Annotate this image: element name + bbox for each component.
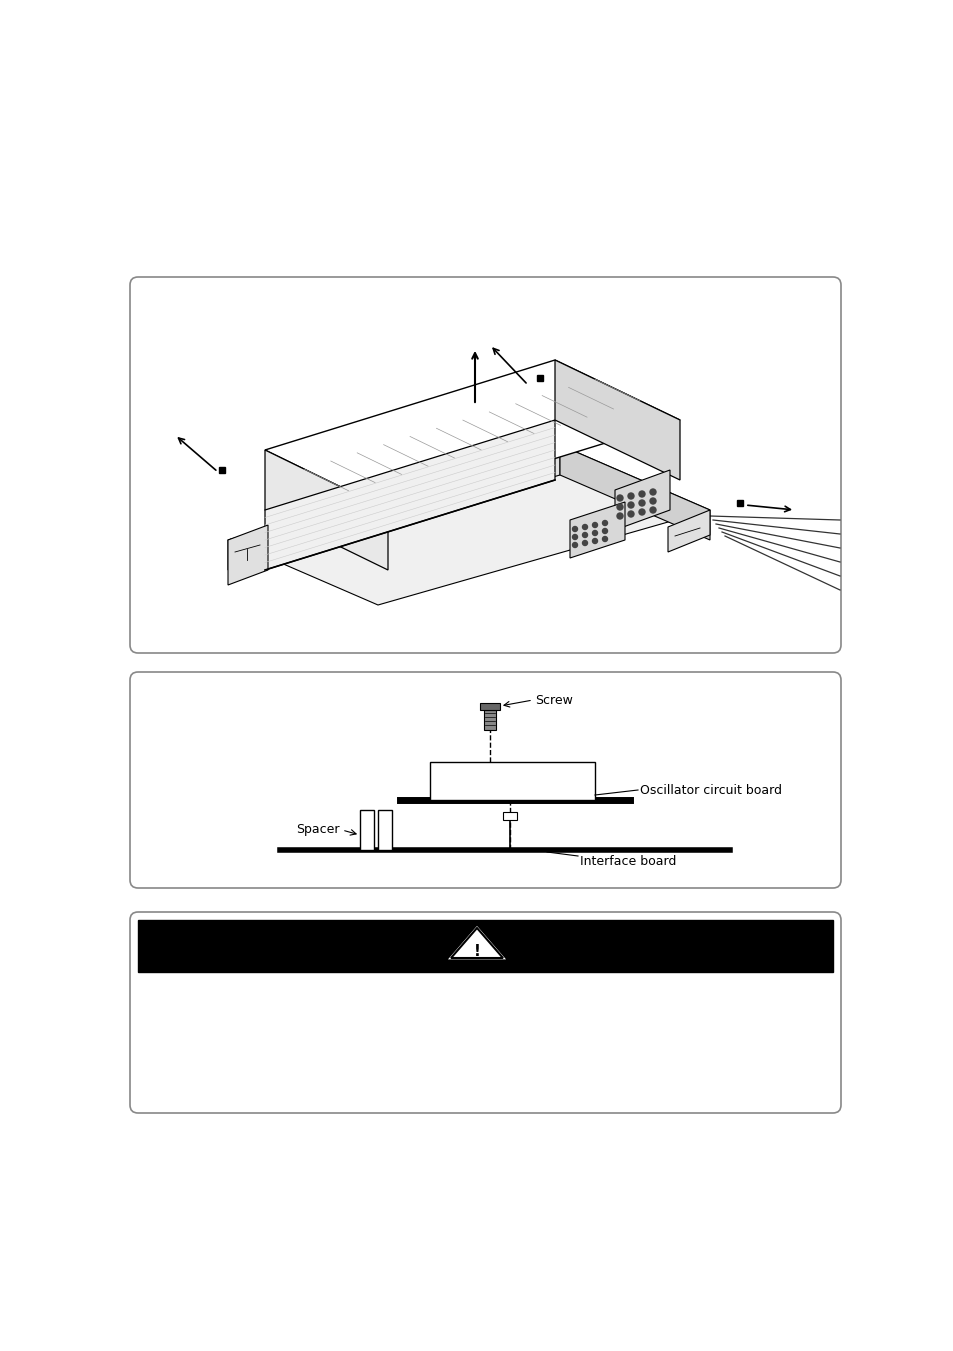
- Circle shape: [602, 536, 607, 542]
- Polygon shape: [228, 526, 268, 585]
- Polygon shape: [667, 509, 709, 553]
- Circle shape: [582, 532, 587, 538]
- FancyBboxPatch shape: [130, 277, 841, 653]
- Circle shape: [649, 489, 656, 494]
- Circle shape: [649, 507, 656, 513]
- Circle shape: [639, 509, 644, 515]
- Circle shape: [617, 494, 622, 501]
- FancyBboxPatch shape: [130, 671, 841, 888]
- Text: Oscillator circuit board: Oscillator circuit board: [639, 784, 781, 797]
- Polygon shape: [265, 359, 679, 509]
- Polygon shape: [228, 444, 559, 570]
- Circle shape: [592, 539, 597, 543]
- Circle shape: [602, 528, 607, 534]
- Polygon shape: [377, 811, 392, 850]
- Circle shape: [617, 504, 622, 509]
- Circle shape: [627, 503, 634, 508]
- Polygon shape: [559, 444, 709, 540]
- Polygon shape: [502, 812, 517, 820]
- Circle shape: [572, 543, 577, 547]
- Circle shape: [582, 524, 587, 530]
- Polygon shape: [483, 711, 496, 730]
- Text: Spacer: Spacer: [296, 824, 339, 836]
- Circle shape: [572, 535, 577, 539]
- Polygon shape: [228, 444, 709, 605]
- Circle shape: [592, 523, 597, 527]
- Polygon shape: [265, 420, 555, 570]
- Circle shape: [617, 513, 622, 519]
- Polygon shape: [555, 359, 679, 480]
- Circle shape: [582, 540, 587, 546]
- Bar: [138, 920, 832, 971]
- Polygon shape: [451, 928, 502, 958]
- Polygon shape: [569, 503, 624, 558]
- Polygon shape: [430, 762, 595, 800]
- Circle shape: [639, 490, 644, 497]
- Polygon shape: [615, 470, 669, 530]
- Text: !: !: [473, 943, 480, 958]
- Circle shape: [627, 511, 634, 517]
- Text: Screw: Screw: [535, 693, 572, 707]
- Circle shape: [639, 500, 644, 507]
- Polygon shape: [359, 811, 374, 850]
- Polygon shape: [479, 703, 499, 711]
- Circle shape: [592, 531, 597, 535]
- Polygon shape: [265, 450, 388, 570]
- Circle shape: [627, 493, 634, 499]
- Circle shape: [572, 527, 577, 531]
- FancyBboxPatch shape: [130, 912, 841, 1113]
- Circle shape: [602, 520, 607, 526]
- Circle shape: [649, 499, 656, 504]
- Text: Interface board: Interface board: [579, 855, 676, 867]
